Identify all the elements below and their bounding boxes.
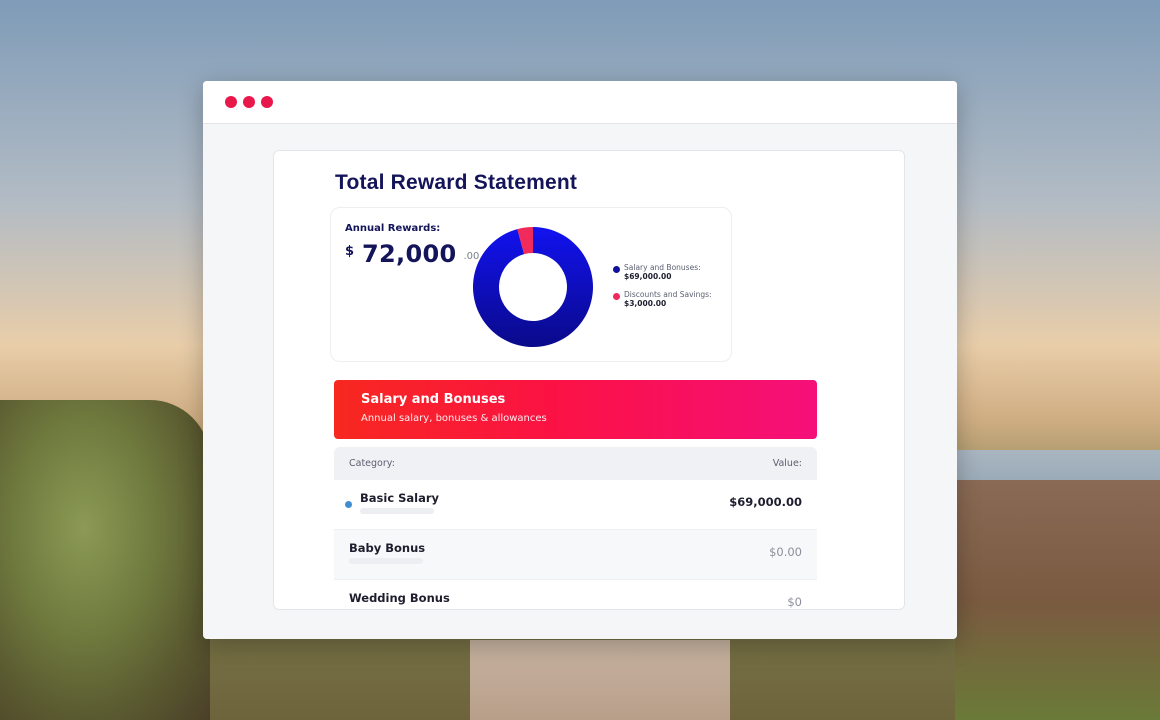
table-header: Category: Value:: [334, 447, 817, 480]
background-shrubs: [0, 400, 210, 720]
table-row[interactable]: Basic Salary $69,000.00: [334, 480, 817, 530]
table-row[interactable]: Baby Bonus $0.00: [334, 530, 817, 580]
rewards-summary-panel: Annual Rewards: $ 72,000 .00: [330, 207, 732, 362]
row-label: Wedding Bonus: [349, 591, 450, 605]
page-title: Total Reward Statement: [335, 171, 578, 194]
column-header-value: Value:: [772, 458, 802, 469]
amount-cents: .00: [463, 251, 480, 262]
amount-value: 72,000: [362, 240, 457, 268]
section-subtitle: Annual salary, bonuses & allowances: [361, 413, 547, 424]
section-title: Salary and Bonuses: [361, 392, 506, 407]
legend-item-discounts: Discounts and Savings: $3,000.00: [613, 290, 712, 308]
chart-legend: Salary and Bonuses: $69,000.00 Discounts…: [613, 263, 712, 317]
row-value: $0.00: [769, 545, 802, 559]
background-cliff: [955, 480, 1160, 720]
window-close-dot[interactable]: [225, 96, 237, 108]
legend-value: $3,000.00: [624, 299, 667, 308]
table-row[interactable]: Wedding Bonus $0: [334, 580, 817, 609]
currency-symbol: $: [345, 244, 355, 259]
legend-label: Salary and Bonuses:: [624, 263, 701, 272]
row-value: $69,000.00: [729, 495, 802, 509]
section-banner-salary-bonuses[interactable]: Salary and Bonuses Annual salary, bonuse…: [334, 380, 817, 439]
annual-rewards-amount: $ 72,000 .00: [345, 240, 479, 268]
legend-item-salary: Salary and Bonuses: $69,000.00: [613, 263, 712, 281]
row-label: Baby Bonus: [349, 541, 426, 555]
row-placeholder-bar: [349, 558, 423, 564]
legend-label: Discounts and Savings:: [624, 290, 712, 299]
legend-dot-discounts: [613, 293, 620, 300]
statement-card: Total Reward Statement Annual Rewards: $…: [273, 150, 905, 610]
row-label: Basic Salary: [360, 491, 440, 505]
window-minimize-dot[interactable]: [243, 96, 255, 108]
donut-segment-salary[interactable]: [473, 227, 593, 347]
row-value: $0: [787, 595, 802, 609]
legend-value: $69,000.00: [624, 272, 672, 281]
donut-segment-discounts[interactable]: [517, 227, 533, 255]
window-maximize-dot[interactable]: [261, 96, 273, 108]
app-window: Total Reward Statement Annual Rewards: $…: [203, 81, 957, 639]
window-titlebar: [203, 81, 957, 124]
rewards-donut-chart: [473, 227, 593, 347]
rewards-table: Category: Value: Basic Salary $69,000.00…: [334, 447, 817, 609]
row-placeholder-bar: [360, 508, 434, 514]
background-path: [470, 640, 730, 720]
row-indicator-dot: [345, 501, 352, 508]
annual-rewards-label: Annual Rewards:: [345, 223, 441, 234]
legend-dot-salary: [613, 266, 620, 273]
column-header-category: Category:: [349, 458, 395, 469]
